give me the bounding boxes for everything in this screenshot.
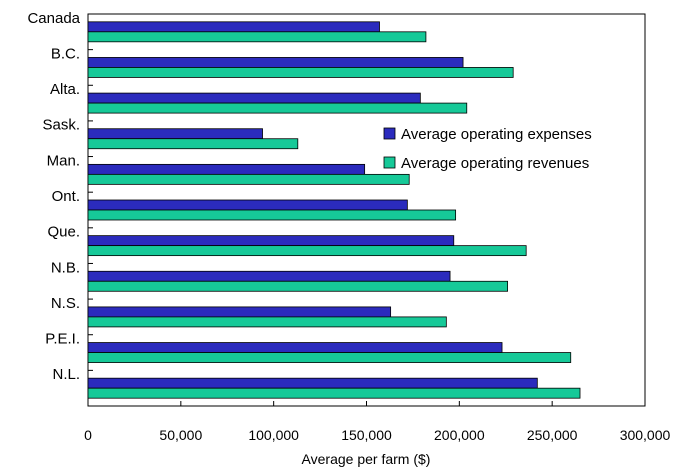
category-labels: Canada B.C. Alta. Sask. Man. Ont. Que. N.B. N.S.… (27, 10, 80, 383)
legend-label-revenues: Average operating revenues (401, 155, 589, 172)
category-label-sask: Sask. (42, 117, 80, 134)
x-axis-tick-labels: 0 50,000 100,000 150,000 200,000 250,000 300,0… (84, 427, 670, 443)
bar-revenues-canada (87, 31, 427, 43)
bar-expenses-ont (87, 199, 408, 211)
x-tick-label: 100,000 (248, 427, 299, 443)
bar-revenues-alta (87, 102, 468, 114)
bar-expenses-n-s (87, 306, 392, 318)
x-tick-label: 0 (84, 427, 92, 443)
bar-expenses-man (87, 163, 366, 175)
bar-expenses-n-l (87, 377, 538, 389)
bar-revenues-man (87, 173, 410, 185)
bar-expenses-sask (87, 128, 263, 140)
bars (87, 21, 581, 399)
x-tick-label: 200,000 (434, 427, 485, 443)
category-label-n-s: N.S. (51, 295, 80, 312)
bar-revenues-p-e-i (87, 352, 572, 363)
x-axis-title: Average per farm ($) (302, 451, 431, 467)
bar-revenues-sask (87, 138, 299, 150)
category-label-que: Que. (47, 224, 80, 241)
bar-revenues-n-l (87, 387, 581, 399)
x-axis-ticks (87, 401, 646, 406)
category-label-n-b: N.B. (51, 259, 80, 276)
category-ticks (88, 49, 93, 371)
x-tick-label: 250,000 (527, 427, 578, 443)
bar-expenses-p-e-i (87, 342, 503, 353)
legend-swatch-expenses (383, 127, 396, 140)
bar-expenses-que (87, 235, 455, 247)
category-label-man: Man. (47, 152, 80, 169)
x-tick-label: 150,000 (341, 427, 392, 443)
x-tick-label: 300,000 (620, 427, 671, 443)
x-tick-label: 50,000 (159, 427, 202, 443)
bar-revenues-n-s (87, 316, 447, 328)
legend: Average operating expenses Average opera… (383, 126, 592, 172)
category-label-b-c: B.C. (51, 45, 80, 62)
legend-swatch-revenues (383, 156, 396, 169)
bar-expenses-canada (87, 21, 380, 33)
legend-label-expenses: Average operating expenses (401, 126, 592, 143)
category-label-p-e-i: P.E.I. (45, 331, 80, 348)
category-label-n-l: N.L. (52, 366, 80, 383)
bar-expenses-n-b (87, 270, 451, 282)
bar-revenues-n-b (87, 280, 509, 292)
bar-revenues-ont (87, 209, 457, 221)
bar-revenues-que (87, 245, 527, 257)
category-label-canada: Canada (27, 10, 80, 27)
category-label-ont: Ont. (52, 188, 80, 205)
bar-expenses-alta (87, 92, 421, 104)
bar-revenues-b-c (87, 67, 514, 78)
category-label-alta: Alta. (50, 81, 80, 98)
bar-expenses-b-c (87, 57, 464, 68)
